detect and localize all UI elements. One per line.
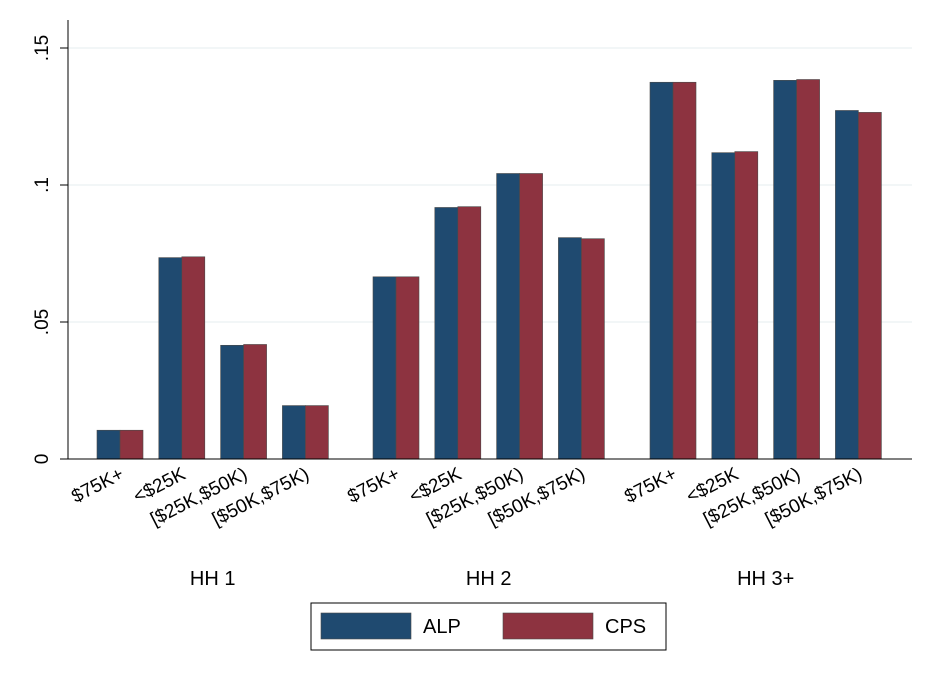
- bar-cps-g1-c2: [519, 173, 543, 460]
- bar-alp-g0-c0: [96, 429, 121, 460]
- group-label-0: HH 1: [190, 568, 236, 590]
- bar-alp-g1-c1: [434, 207, 459, 460]
- bar-alp-g2-c0: [649, 81, 674, 460]
- legend-swatch-cps: [502, 612, 594, 640]
- legend-label-alp: ALP: [423, 616, 461, 638]
- bar-alp-g1-c3: [558, 237, 582, 460]
- bar-cps-g2-c3: [858, 112, 882, 460]
- bar-alp-g0-c3: [282, 405, 306, 460]
- bar-alp-g0-c2: [220, 344, 244, 460]
- bar-cps-g2-c1: [734, 151, 759, 460]
- bar-alp-g1-c2: [496, 173, 520, 460]
- group-label-1: HH 2: [466, 568, 512, 590]
- bar-cps-g1-c3: [581, 238, 605, 460]
- group-label-2: HH 3+: [737, 568, 794, 590]
- y-tick-label-2: .1: [32, 177, 53, 193]
- y-tick-label-0: 0: [32, 454, 53, 465]
- bar-cps-g2-c0: [672, 81, 697, 460]
- bar-group-2: [649, 79, 882, 460]
- bar-cps-g0-c0: [119, 429, 144, 460]
- bar-cps-g1-c1: [457, 206, 482, 460]
- x-tick-label-g1-c0: $75K+: [344, 464, 403, 508]
- y-tick-label-3: .15: [32, 35, 53, 61]
- bar-group-0: [96, 256, 329, 460]
- bar-alp-g1-c0: [372, 276, 397, 460]
- bars: [96, 79, 882, 460]
- y-tick-label-1: .05: [32, 309, 53, 335]
- bar-cps-g1-c0: [395, 276, 420, 460]
- bar-cps-g2-c2: [796, 79, 820, 460]
- bar-alp-g2-c1: [711, 152, 736, 460]
- gridlines: [68, 47, 912, 323]
- legend-label-cps: CPS: [605, 616, 646, 638]
- bar-alp-g2-c2: [773, 80, 797, 460]
- bar-cps-g0-c2: [243, 344, 267, 460]
- x-tick-label-g2-c0: $75K+: [621, 464, 680, 508]
- legend: ALP CPS: [310, 602, 667, 651]
- bar-group-1: [372, 173, 605, 460]
- bar-cps-g0-c3: [305, 405, 329, 460]
- x-tick-label-g0-c0: $75K+: [68, 464, 127, 508]
- bar-alp-g0-c1: [158, 257, 183, 460]
- legend-swatch-alp: [320, 612, 412, 640]
- bar-cps-g0-c1: [181, 256, 206, 460]
- bar-alp-g2-c3: [835, 110, 859, 460]
